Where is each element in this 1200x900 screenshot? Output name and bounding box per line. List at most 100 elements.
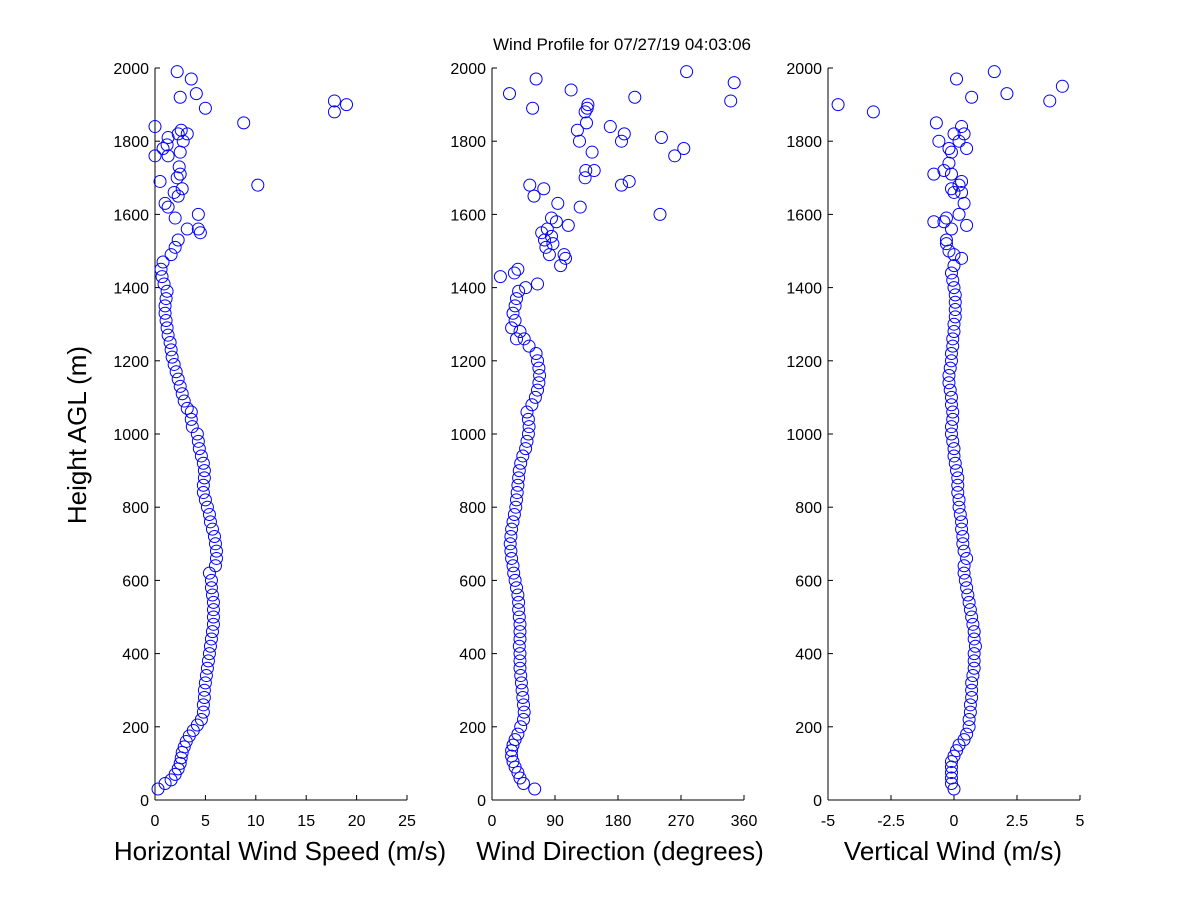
data-point bbox=[199, 669, 213, 683]
data-point bbox=[932, 134, 946, 148]
data-point bbox=[944, 167, 958, 181]
data-point bbox=[578, 171, 592, 185]
data-point bbox=[340, 98, 354, 112]
data-point bbox=[171, 233, 185, 247]
data-point bbox=[193, 226, 207, 240]
data-point bbox=[960, 142, 974, 156]
data-point bbox=[947, 317, 961, 331]
data-point bbox=[654, 131, 668, 145]
data-point bbox=[587, 163, 601, 177]
data-point bbox=[580, 116, 593, 130]
data-point bbox=[165, 350, 179, 364]
data-point bbox=[191, 207, 205, 221]
data-point bbox=[512, 595, 526, 609]
y-tick-label: 1200 bbox=[786, 354, 822, 371]
data-point bbox=[511, 478, 525, 492]
data-point bbox=[948, 295, 962, 309]
data-point bbox=[158, 306, 172, 320]
data-point bbox=[952, 134, 966, 148]
data-point bbox=[939, 233, 953, 247]
data-point bbox=[512, 284, 526, 298]
data-point bbox=[196, 486, 210, 500]
data-point bbox=[510, 581, 523, 595]
data-point bbox=[967, 654, 981, 668]
data-point bbox=[160, 138, 174, 152]
y-tick-label: 2000 bbox=[786, 61, 822, 78]
data-point bbox=[653, 207, 667, 221]
data-point bbox=[177, 394, 191, 408]
x-tick-label: 25 bbox=[398, 813, 416, 830]
data-point bbox=[960, 727, 974, 741]
data-point bbox=[512, 471, 526, 485]
data-point bbox=[506, 559, 520, 573]
x-axis-label: Wind Direction (degrees) bbox=[476, 836, 764, 866]
data-point bbox=[158, 196, 172, 210]
data-point bbox=[507, 508, 521, 522]
data-point bbox=[327, 105, 341, 119]
data-point bbox=[947, 442, 961, 456]
data-point bbox=[161, 131, 175, 145]
y-tick-label: 0 bbox=[140, 793, 149, 810]
data-point bbox=[546, 237, 560, 251]
y-tick-label: 1800 bbox=[113, 134, 149, 151]
data-point bbox=[942, 142, 956, 156]
data-point bbox=[942, 376, 956, 390]
data-point bbox=[154, 262, 168, 276]
x-tick-label: 270 bbox=[668, 813, 695, 830]
data-point bbox=[937, 215, 951, 229]
data-point bbox=[512, 464, 526, 478]
x-tick-label: 0 bbox=[488, 813, 497, 830]
data-point bbox=[507, 266, 521, 280]
data-point bbox=[939, 237, 953, 251]
data-point bbox=[944, 346, 958, 360]
data-point bbox=[205, 625, 219, 639]
data-point bbox=[957, 566, 971, 580]
data-point bbox=[512, 603, 526, 617]
data-point bbox=[961, 588, 975, 602]
y-tick-label: 200 bbox=[122, 720, 149, 737]
x-tick-label: 5 bbox=[1076, 813, 1085, 830]
data-point bbox=[191, 222, 205, 236]
data-point bbox=[952, 178, 966, 192]
data-point bbox=[205, 522, 219, 536]
data-point bbox=[506, 306, 520, 320]
data-point bbox=[155, 270, 169, 284]
data-point bbox=[557, 248, 571, 262]
x-tick-label: 360 bbox=[731, 813, 758, 830]
data-point bbox=[570, 123, 584, 137]
data-point bbox=[517, 332, 531, 346]
data-point bbox=[529, 346, 543, 360]
data-point bbox=[513, 661, 527, 675]
data-point bbox=[947, 185, 961, 199]
data-point bbox=[680, 65, 694, 79]
y-tick-label: 1600 bbox=[786, 207, 822, 224]
data-point bbox=[960, 218, 974, 232]
data-point bbox=[866, 105, 880, 119]
data-point bbox=[529, 72, 543, 86]
data-point bbox=[206, 610, 220, 624]
data-point bbox=[513, 654, 527, 668]
data-point bbox=[516, 449, 530, 463]
data-point bbox=[180, 222, 194, 236]
data-point bbox=[196, 705, 210, 719]
data-point bbox=[528, 782, 542, 796]
data-point bbox=[962, 595, 976, 609]
data-point bbox=[537, 182, 551, 196]
data-point bbox=[944, 766, 958, 780]
data-point bbox=[677, 142, 691, 156]
data-point bbox=[727, 76, 741, 90]
data-point bbox=[164, 343, 178, 357]
data-point bbox=[947, 325, 961, 339]
data-point bbox=[540, 222, 554, 236]
y-axis-label: Height AGL (m) bbox=[62, 346, 92, 524]
y-tick-label: 600 bbox=[795, 573, 822, 590]
data-point bbox=[513, 625, 527, 639]
data-point bbox=[514, 456, 528, 470]
data-point bbox=[965, 676, 979, 690]
data-point bbox=[947, 127, 961, 141]
data-point bbox=[493, 270, 507, 284]
y-tick-label: 0 bbox=[477, 793, 486, 810]
data-point bbox=[533, 368, 547, 382]
y-tick-label: 600 bbox=[122, 573, 149, 590]
data-point bbox=[952, 207, 966, 221]
